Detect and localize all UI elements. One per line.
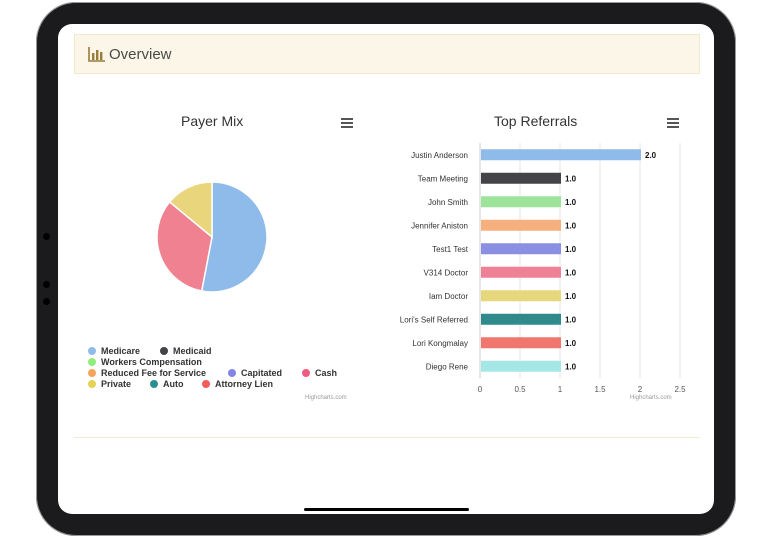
top-referrals-title: Top Referrals (494, 113, 578, 129)
side-button (43, 298, 50, 305)
screen: Overview (58, 24, 714, 514)
legend-item-auto[interactable]: Auto (150, 379, 184, 389)
bar-chart-icon (88, 47, 105, 62)
legend-item-medicaid[interactable]: Medicaid (160, 346, 212, 356)
panel-bottom-border (74, 437, 700, 438)
payer-mix-menu-icon[interactable] (341, 118, 353, 130)
panel-title: Overview (109, 46, 172, 63)
top-referrals-credit[interactable]: Highcharts.com (630, 395, 672, 401)
panel-header: Overview (74, 34, 700, 74)
legend-item-private[interactable]: Private (88, 379, 131, 389)
legend-item-medicare[interactable]: Medicare (88, 346, 140, 356)
home-indicator (304, 508, 469, 511)
legend-item-reduced-fee[interactable]: Reduced Fee for Service (88, 368, 206, 378)
legend-item-capitated[interactable]: Capitated (228, 368, 282, 378)
legend-item-workers-compensation[interactable]: Workers Compensation (88, 357, 202, 367)
side-button (43, 233, 50, 240)
legend-item-cash[interactable]: Cash (302, 368, 337, 378)
side-button (43, 281, 50, 288)
overview-panel: Overview (74, 34, 700, 438)
legend-item-attorney-lien[interactable]: Attorney Lien (202, 379, 273, 389)
payer-mix-credit[interactable]: Highcharts.com (305, 395, 347, 401)
payer-mix-title: Payer Mix (181, 113, 244, 129)
top-referrals-menu-icon[interactable] (667, 118, 679, 130)
